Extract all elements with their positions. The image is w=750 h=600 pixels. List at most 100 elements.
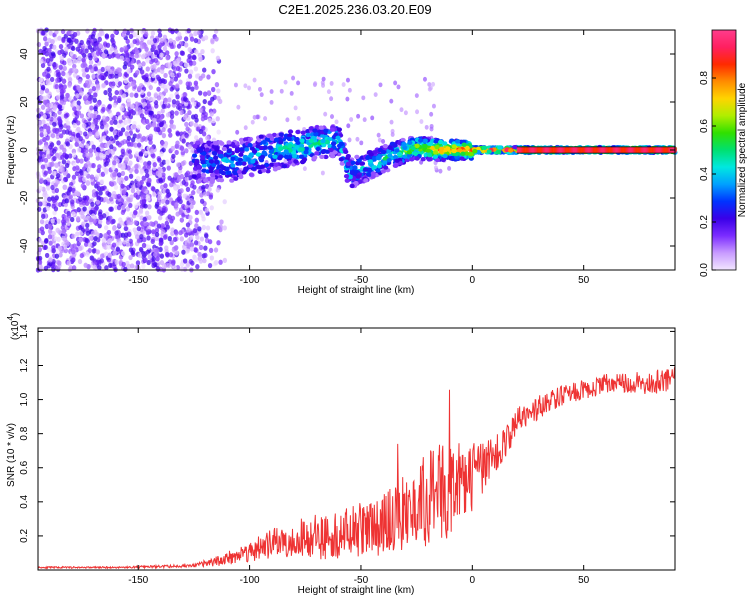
spectrogram-cell: [375, 155, 381, 161]
spectrogram-cell: [148, 110, 153, 116]
spectrogram-cell: [247, 85, 252, 91]
spectrogram-cell: [82, 206, 87, 212]
spectrogram-cell: [78, 224, 83, 231]
spectrogram-cell: [161, 103, 166, 110]
spectrogram-cell: [88, 235, 93, 241]
spectrogram-cell: [415, 109, 420, 115]
spectrogram-cell: [482, 145, 488, 151]
spectrogram-cell: [118, 240, 123, 246]
spectrogram-cell: [261, 139, 267, 145]
spectrogram-cell: [161, 205, 167, 212]
spectrogram-cell: [626, 147, 629, 153]
spectrogram-cell: [347, 137, 352, 143]
spectrogram-cell: [55, 77, 60, 83]
spectrogram-cell: [137, 155, 143, 161]
spectrogram-cell: [152, 162, 157, 168]
spectrogram-cell: [138, 246, 144, 253]
spectrogram-cell: [181, 249, 186, 255]
spectrogram-cell: [74, 190, 79, 196]
spectrogram-cell: [99, 178, 105, 185]
spectrogram-cell: [75, 46, 81, 52]
spectrogram-cell: [153, 57, 159, 64]
spectrogram-cell: [431, 81, 436, 87]
spectrogram-cell: [177, 31, 182, 37]
spectrogram-cell: [621, 147, 624, 153]
spectrogram-cell: [524, 147, 527, 153]
spectrogram-cell: [129, 194, 134, 200]
spectrogram-cell: [586, 147, 589, 153]
spectrogram-cell: [192, 101, 197, 107]
spectrogram-cell: [173, 245, 178, 251]
spectrogram-cell: [85, 152, 90, 158]
y-tick-label: 0.8: [19, 426, 30, 440]
spectrogram-cell: [126, 97, 131, 103]
spectrogram-cell: [99, 124, 105, 130]
spectrogram-cell: [120, 183, 125, 189]
spectrogram-cell: [406, 150, 413, 155]
spectrogram-cell: [140, 89, 145, 95]
spectrogram-cell: [55, 152, 60, 158]
spectrogram-cell: [145, 58, 150, 64]
spectrogram-cell: [211, 118, 216, 124]
spectrogram-cell: [313, 131, 319, 137]
spectrogram-cell: [179, 261, 185, 268]
spectrogram-cell: [176, 57, 181, 63]
spectrogram-cell: [92, 97, 98, 103]
spectrogram-cell: [370, 174, 376, 179]
spectrogram-cell: [84, 148, 89, 154]
spectrogram-cell: [125, 241, 131, 248]
spectrogram-cell: [326, 89, 331, 95]
spectrogram-cell: [287, 148, 293, 153]
spectrogram-cell: [131, 184, 136, 190]
spectrogram-cell: [46, 102, 51, 109]
spectrogram-cell: [542, 147, 545, 153]
spectrogram-cell: [261, 150, 267, 155]
spectrogram-cell: [182, 193, 187, 199]
spectrogram-cell: [54, 29, 59, 35]
spectrogram-cell: [376, 132, 381, 138]
spectrogram-cell: [175, 65, 181, 72]
spectrogram-cell: [208, 159, 214, 164]
spectrogram-cell: [93, 236, 98, 242]
spectrogram-cell: [72, 59, 78, 65]
spectrogram-cell: [169, 240, 174, 246]
spectrogram-cell: [70, 135, 75, 141]
spectrogram-cell: [75, 158, 81, 164]
spectrogram-cell: [47, 228, 53, 234]
spectrogram-cell: [335, 135, 341, 141]
spectrogram-cell: [86, 160, 91, 166]
spectrogram-cell: [196, 148, 202, 153]
spectrogram-cell: [85, 74, 91, 80]
spectrogram-cell: [345, 96, 350, 102]
spectrogram-cell: [625, 147, 628, 153]
colorbar-tick-label: 0.0: [699, 263, 710, 277]
spectrogram-cell: [192, 184, 197, 190]
spectrogram-cell: [148, 122, 153, 128]
spectrogram-cell: [90, 213, 96, 219]
spectrogram-cell: [179, 145, 185, 151]
spectrogram-cell: [210, 96, 215, 102]
spectrogram-cell: [101, 82, 107, 88]
spectrogram-cell: [111, 193, 117, 200]
spectrogram-cell: [236, 169, 243, 175]
spectrogram-cell: [121, 93, 127, 99]
spectrogram-cell: [47, 234, 53, 240]
spectrogram-cell: [188, 160, 194, 166]
spectrogram-cell: [103, 167, 109, 173]
spectrogram-cell: [451, 144, 457, 149]
spectrogram-cell: [40, 62, 46, 68]
spectrogram-cell: [382, 143, 388, 149]
spectrogram-cell: [184, 232, 189, 238]
spectrogram-cell: [142, 237, 147, 243]
colorbar-gradient: [711, 29, 737, 271]
spectrogram-cell: [400, 137, 406, 143]
spectrogram-cell: [422, 138, 428, 143]
spectrogram-cell: [139, 169, 144, 175]
spectrogram-cell: [142, 216, 147, 222]
spectrogram-cell: [546, 147, 549, 153]
spectrogram-cell: [64, 239, 69, 246]
spectrogram-cell: [226, 140, 232, 145]
spectrogram-cell: [81, 72, 87, 78]
spectrogram-cell: [376, 164, 382, 169]
spectrogram-cell: [382, 156, 388, 162]
